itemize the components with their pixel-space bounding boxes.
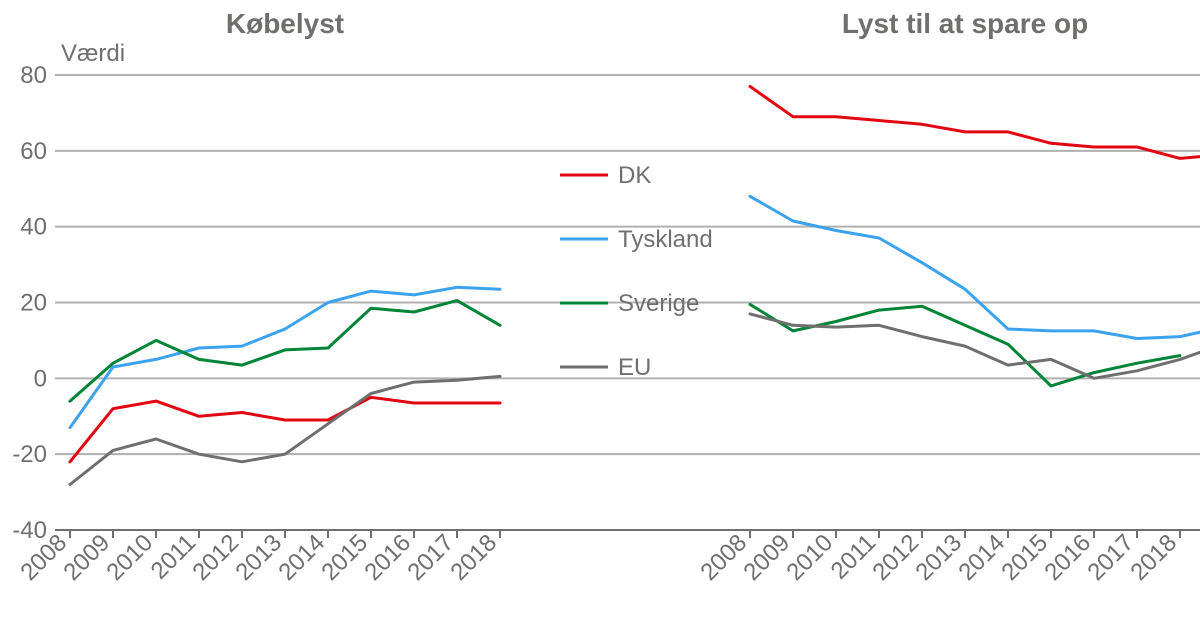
x-tick-label: 2017: [1082, 529, 1139, 586]
y-tick-label: 60: [20, 138, 47, 165]
legend-label-sverige: Sverige: [618, 290, 699, 317]
x-axis-1: 2008200920102011201220132014201520162017…: [695, 529, 1182, 586]
panel-0: Købelyst 20082009201020112012201320142015…: [15, 8, 502, 586]
panel-1: Lyst til at spare op 20082009201020112012…: [695, 8, 1200, 586]
x-tick-label: 2015: [316, 529, 373, 586]
x-tick-label: 2018: [445, 529, 502, 586]
y-tick-label: -20: [12, 441, 47, 468]
x-axis-0: 2008200920102011201220132014201520162017…: [15, 529, 502, 586]
x-tick-label: 2018: [1125, 529, 1182, 586]
series-line-eu: [70, 376, 500, 484]
x-tick-label: 2009: [738, 529, 795, 586]
panel-title-0: Købelyst: [226, 8, 344, 39]
series-line-tyskland: [750, 196, 1200, 338]
chart-root: -40-20020406080VærdiKøbelyst200820092010…: [0, 0, 1200, 622]
x-tick-label: 2011: [826, 529, 882, 585]
series-line-dk: [750, 86, 1200, 158]
y-tick-label: 80: [20, 62, 47, 89]
x-tick-label: 2016: [1039, 529, 1096, 586]
x-tick-label: 2012: [187, 529, 244, 586]
panel-title-1: Lyst til at spare op: [842, 8, 1088, 39]
legend-label-dk: DK: [618, 162, 651, 189]
y-tick-label: 0: [34, 365, 47, 392]
y-axis: -40-20020406080: [12, 62, 47, 544]
x-tick-label: 2010: [781, 529, 838, 586]
series-line-eu: [750, 314, 1200, 378]
series-1: [750, 86, 1200, 386]
y-axis-label: Værdi: [61, 40, 125, 67]
x-tick-label: 2014: [953, 529, 1010, 586]
x-tick-label: 2013: [230, 529, 287, 586]
x-tick-label: 2012: [867, 529, 924, 586]
x-tick-label: 2008: [695, 529, 752, 586]
gridlines: [55, 75, 1200, 454]
y-tick-label: 20: [20, 290, 47, 317]
series-line-dk: [70, 397, 500, 462]
y-tick-label: 40: [20, 214, 47, 241]
x-tick-label: 2014: [273, 529, 330, 586]
series-line-sverige: [70, 301, 500, 402]
legend-label-tyskland: Tyskland: [618, 226, 713, 253]
x-tick-label: 2009: [58, 529, 115, 586]
x-tick-label: 2010: [101, 529, 158, 586]
x-tick-label: 2011: [146, 529, 202, 585]
series-line-tyskland: [70, 287, 500, 427]
x-tick-label: 2013: [910, 529, 967, 586]
x-tick-label: 2016: [359, 529, 416, 586]
x-tick-label: 2017: [402, 529, 459, 586]
x-tick-label: 2015: [996, 529, 1053, 586]
legend-label-eu: EU: [618, 354, 651, 381]
legend: DK Tyskland Sverige EU: [560, 162, 713, 381]
